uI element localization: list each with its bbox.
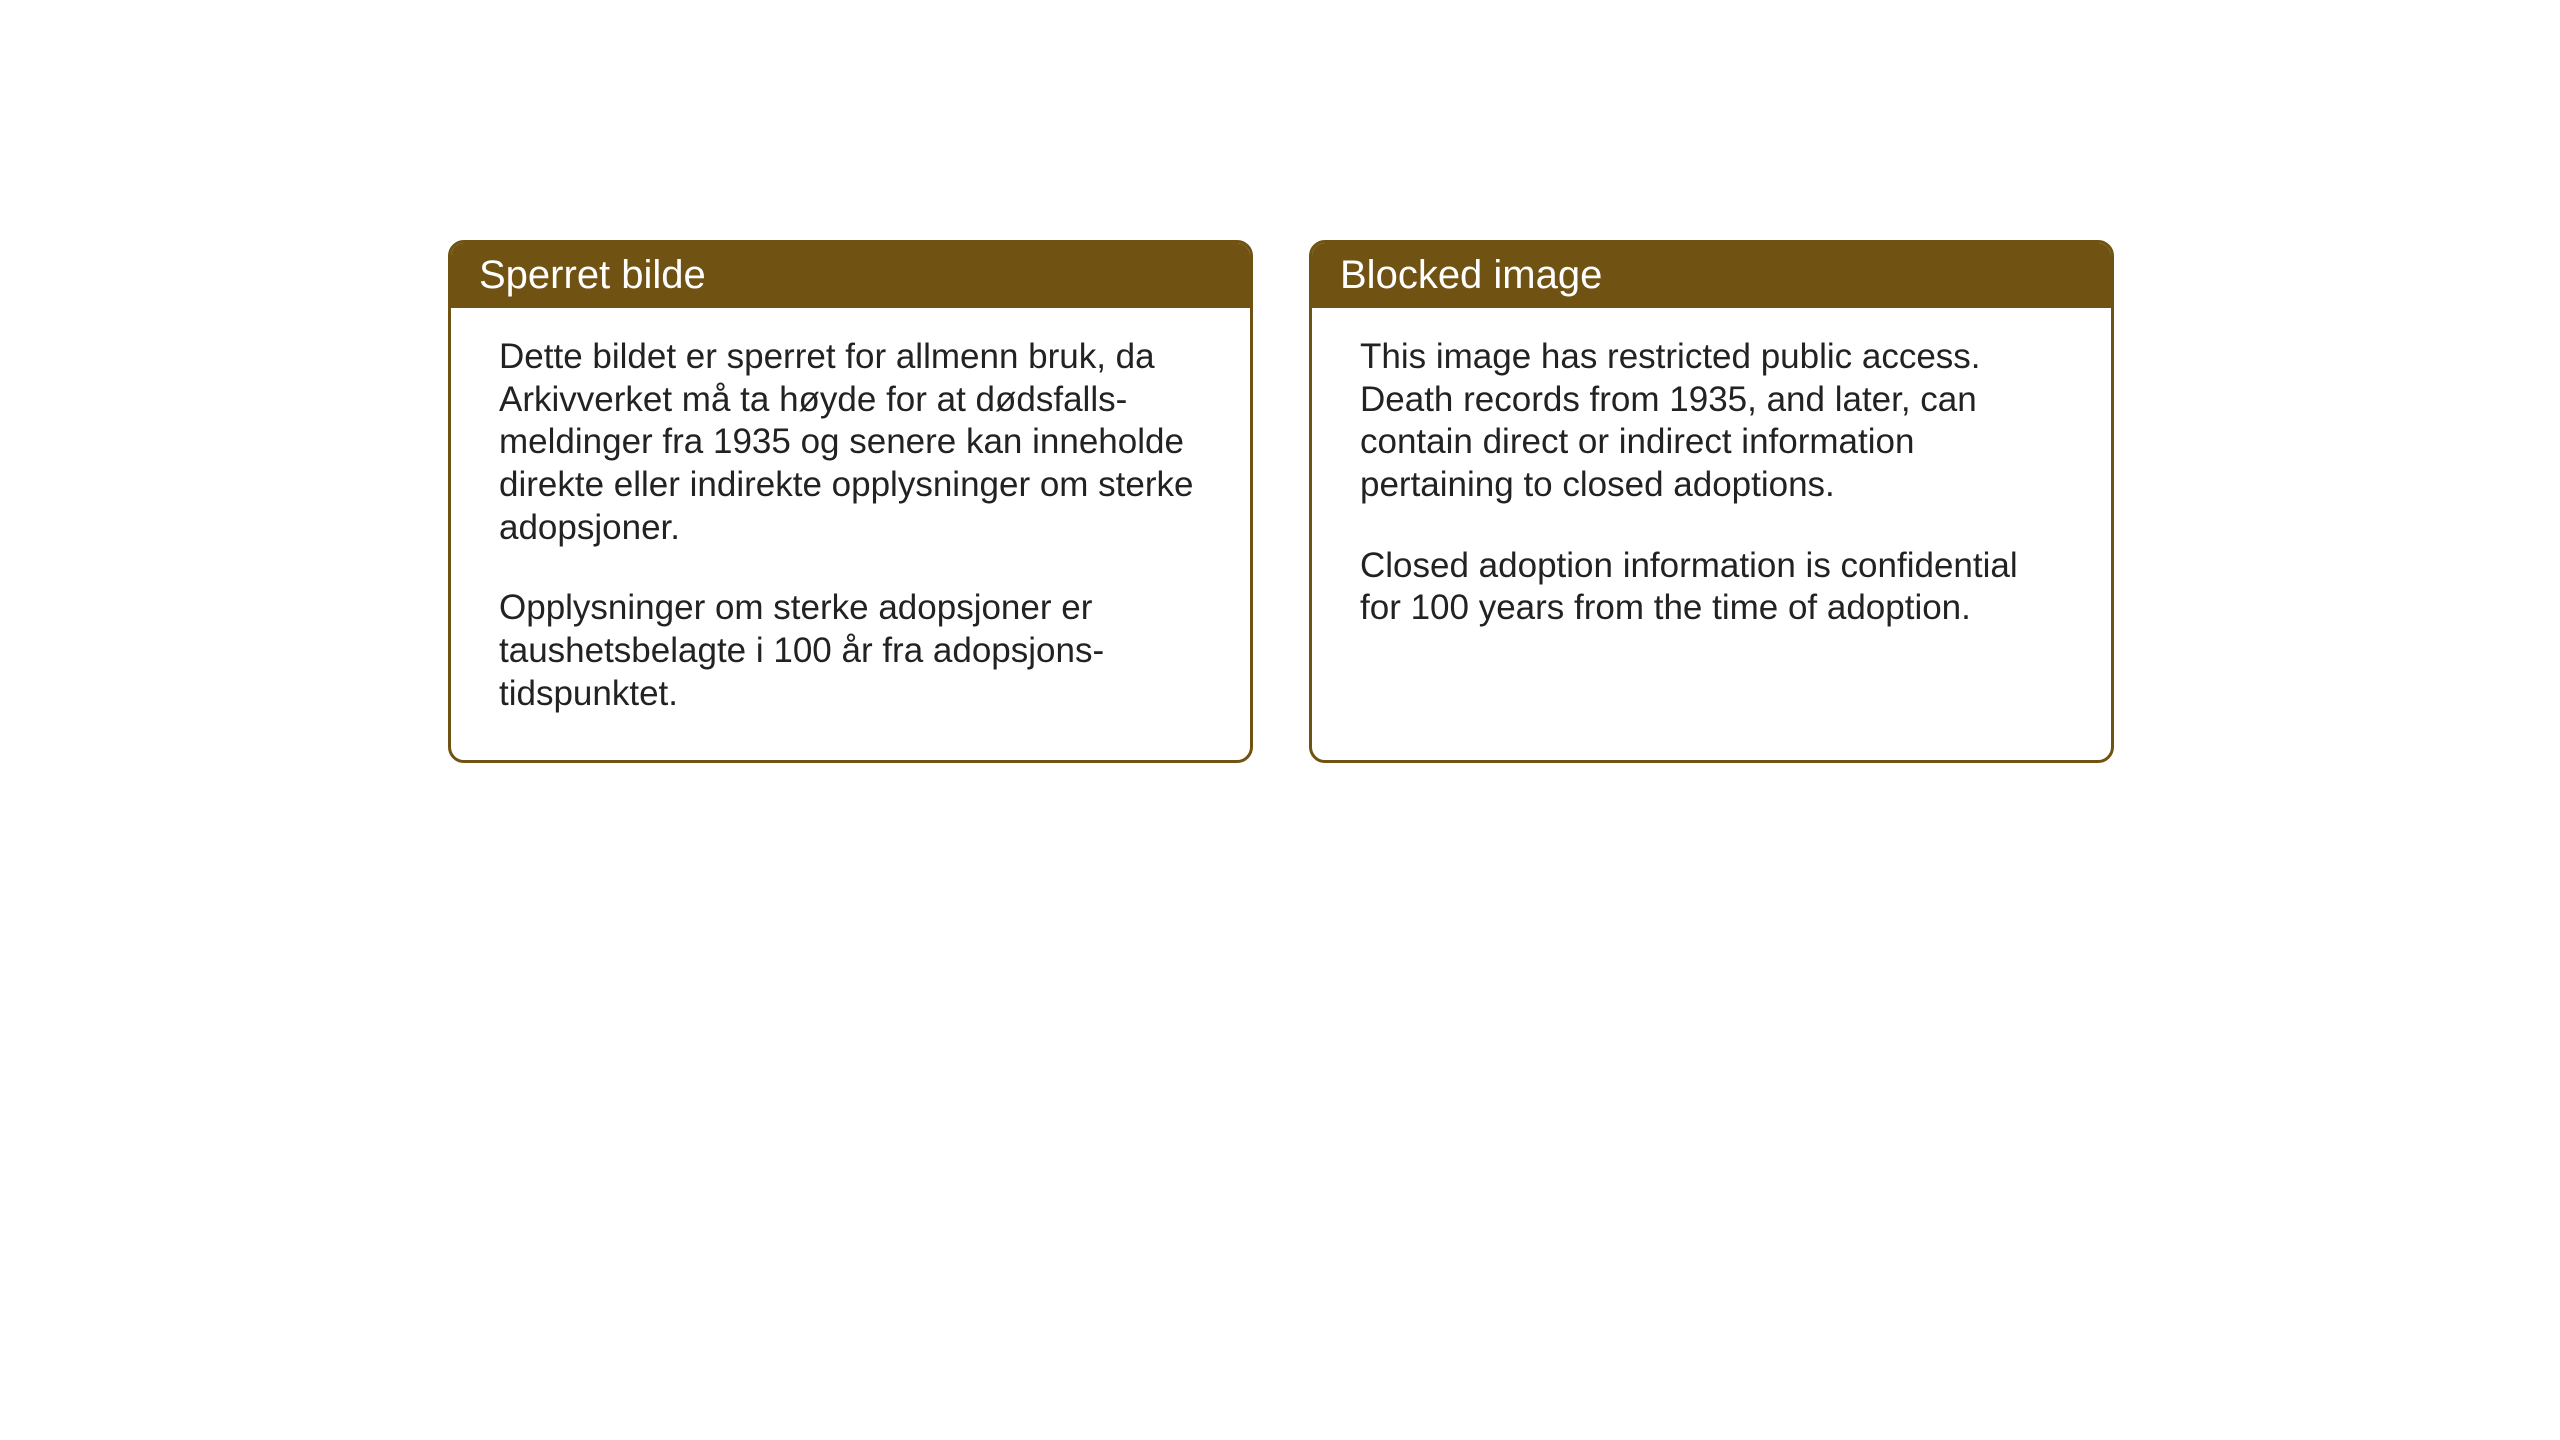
- norwegian-card-body: Dette bildet er sperret for allmenn bruk…: [451, 308, 1250, 760]
- norwegian-paragraph-2: Opplysninger om sterke adopsjoner er tau…: [499, 587, 1202, 715]
- notice-cards-container: Sperret bilde Dette bildet er sperret fo…: [448, 240, 2114, 763]
- english-notice-card: Blocked image This image has restricted …: [1309, 240, 2114, 763]
- norwegian-notice-card: Sperret bilde Dette bildet er sperret fo…: [448, 240, 1253, 763]
- english-paragraph-2: Closed adoption information is confident…: [1360, 545, 2063, 630]
- norwegian-card-title: Sperret bilde: [479, 253, 706, 297]
- norwegian-card-header: Sperret bilde: [451, 243, 1250, 308]
- english-paragraph-1: This image has restricted public access.…: [1360, 336, 2063, 507]
- english-card-header: Blocked image: [1312, 243, 2111, 308]
- english-card-body: This image has restricted public access.…: [1312, 308, 2111, 674]
- norwegian-paragraph-1: Dette bildet er sperret for allmenn bruk…: [499, 336, 1202, 549]
- english-card-title: Blocked image: [1340, 253, 1602, 297]
